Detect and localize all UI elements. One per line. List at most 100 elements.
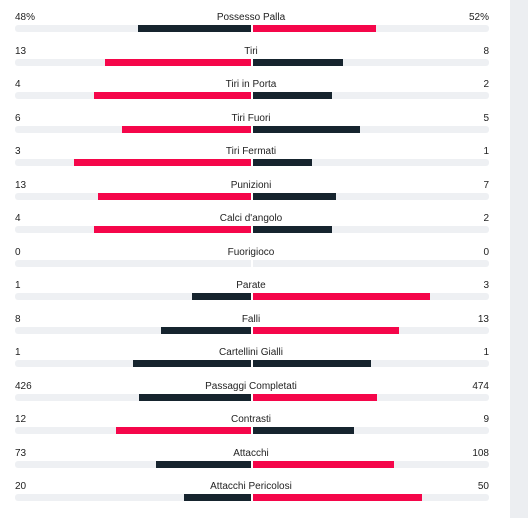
stat-home-track — [15, 360, 251, 367]
stat-away-value: 5 — [483, 112, 489, 124]
stat-label: Tiri in Porta — [225, 79, 277, 90]
stat-home-value: 13 — [15, 179, 27, 191]
stat-away-track — [253, 293, 489, 300]
stat-home-bar — [93, 226, 251, 233]
stat-away-value: 50 — [477, 481, 489, 492]
stat-label: Attacchi — [233, 447, 269, 459]
stat-away-bar — [253, 427, 355, 434]
stat-away-track — [253, 125, 489, 133]
stat-label: Attacchi Pericolosi — [210, 481, 292, 492]
stat-away-bar — [253, 393, 378, 401]
stat-home-value: 1 — [15, 280, 21, 291]
stat-away-bar — [253, 125, 361, 133]
match-stats-panel: 48% Possesso Palla 52% 13 Tiri 8 4 Tiri … — [0, 6, 510, 508]
stat-label: Fuorigioco — [227, 246, 275, 258]
stat-away-bar — [253, 494, 422, 501]
stat-away-value: 0 — [483, 246, 489, 258]
stat-home-track — [15, 393, 251, 401]
stat-home-bar — [137, 25, 251, 32]
stat-away-bar — [253, 92, 332, 99]
stat-home-value: 4 — [15, 213, 21, 224]
stat-home-value: 13 — [15, 45, 27, 57]
stat-home-track — [15, 25, 251, 32]
stat-row-dangerous-attacks: 20 Attacchi Pericolosi 50 — [0, 475, 510, 508]
stat-home-value: 8 — [15, 313, 21, 325]
stat-away-bar — [253, 25, 376, 32]
stat-away-track — [253, 259, 489, 267]
stat-home-bar — [155, 460, 251, 468]
stat-row-shots-off-target: 6 Tiri Fuori 5 — [0, 107, 510, 140]
stat-away-track — [253, 360, 489, 367]
stat-away-track — [253, 159, 489, 166]
stat-away-bar — [253, 226, 332, 233]
stat-away-track — [253, 460, 489, 468]
stat-label: Tiri Fuori — [231, 112, 271, 124]
stat-home-bar — [104, 58, 251, 66]
stat-home-bar — [133, 360, 251, 367]
stat-label: Cartellini Gialli — [219, 347, 283, 358]
stat-home-bar — [122, 125, 251, 133]
stat-row-completed-passes: 426 Passaggi Completati 474 — [0, 375, 510, 408]
stat-away-value: 2 — [483, 79, 489, 90]
stat-home-value: 48% — [15, 12, 36, 23]
stat-row-saves: 1 Parate 3 — [0, 274, 510, 307]
stat-home-bar — [161, 326, 251, 334]
stat-away-value: 8 — [483, 45, 489, 57]
stat-home-track — [15, 293, 251, 300]
stat-home-track — [15, 326, 251, 334]
stat-home-value: 426 — [15, 380, 32, 392]
stat-away-value: 13 — [477, 313, 489, 325]
stat-away-track — [253, 427, 489, 434]
stat-home-bar — [93, 92, 251, 99]
stat-home-value: 3 — [15, 146, 21, 157]
stat-row-fouls: 8 Falli 13 — [0, 308, 510, 341]
stat-away-bar — [253, 326, 400, 334]
stat-away-bar — [253, 192, 336, 200]
stat-away-value: 1 — [483, 146, 489, 157]
scrollbar[interactable] — [510, 0, 528, 518]
stat-home-track — [15, 494, 251, 501]
stat-home-value: 73 — [15, 447, 27, 459]
stat-home-bar — [74, 159, 251, 166]
stat-away-value: 52% — [468, 12, 489, 23]
stat-home-value: 0 — [15, 246, 21, 258]
stat-home-bar — [192, 293, 251, 300]
stat-away-track — [253, 226, 489, 233]
stat-label: Passaggi Completati — [205, 380, 297, 392]
stat-home-value: 6 — [15, 112, 21, 124]
stat-label: Parate — [236, 280, 266, 291]
stat-row-tackles: 12 Contrasti 9 — [0, 408, 510, 441]
stat-row-corners: 4 Calci d'angolo 2 — [0, 207, 510, 240]
stat-row-blocked-shots: 3 Tiri Fermati 1 — [0, 140, 510, 173]
stat-label: Tiri — [244, 45, 258, 57]
stat-home-bar — [116, 427, 251, 434]
stat-home-track — [15, 159, 251, 166]
stat-row-shots-on-target: 4 Tiri in Porta 2 — [0, 73, 510, 106]
stat-home-value: 4 — [15, 79, 21, 90]
stat-away-value: 9 — [483, 414, 489, 425]
stat-row-yellow-cards: 1 Cartellini Gialli 1 — [0, 341, 510, 374]
stat-away-value: 108 — [472, 447, 489, 459]
stat-away-track — [253, 326, 489, 334]
stat-away-bar — [253, 159, 312, 166]
stat-away-track — [253, 192, 489, 200]
stat-away-bar — [253, 293, 430, 300]
stat-home-track — [15, 58, 251, 66]
stat-row-possession: 48% Possesso Palla 52% — [0, 6, 510, 39]
stat-home-value: 12 — [15, 414, 27, 425]
stat-label: Possesso Palla — [216, 12, 286, 23]
stat-home-bar — [139, 393, 251, 401]
stat-away-value: 7 — [483, 179, 489, 191]
stat-home-bar — [97, 192, 251, 200]
stat-row-shots: 13 Tiri 8 — [0, 40, 510, 73]
stat-away-value: 3 — [483, 280, 489, 291]
stat-row-offsides: 0 Fuorigioco 0 — [0, 241, 510, 274]
stat-away-track — [253, 25, 489, 32]
stat-label: Punizioni — [230, 179, 272, 191]
stat-label: Contrasti — [230, 414, 271, 425]
stat-home-track — [15, 460, 251, 468]
stat-home-track — [15, 427, 251, 434]
stat-home-track — [15, 226, 251, 233]
stat-label: Tiri Fermati — [225, 146, 277, 157]
stat-home-track — [15, 125, 251, 133]
